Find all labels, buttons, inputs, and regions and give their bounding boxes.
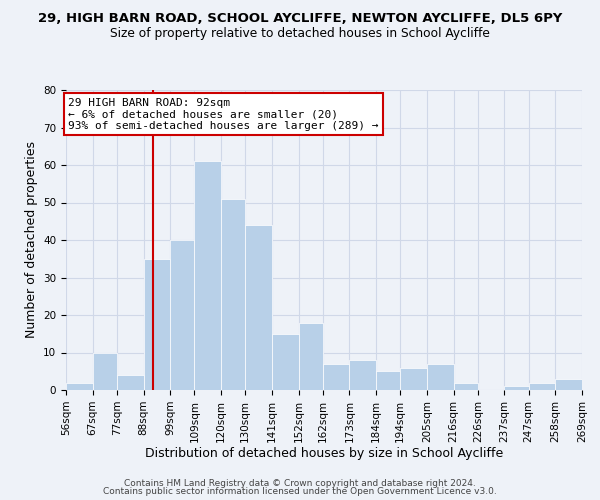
Bar [92, 352, 117, 390]
Y-axis label: Number of detached properties: Number of detached properties [25, 142, 38, 338]
Bar [505, 386, 529, 390]
Text: 29, HIGH BARN ROAD, SCHOOL AYCLIFFE, NEWTON AYCLIFFE, DL5 6PY: 29, HIGH BARN ROAD, SCHOOL AYCLIFFE, NEW… [38, 12, 562, 26]
Bar [323, 364, 349, 390]
Bar [376, 371, 400, 390]
Bar [427, 364, 454, 390]
Bar [117, 375, 143, 390]
Bar [529, 382, 556, 390]
Bar [400, 368, 427, 390]
Bar [245, 225, 272, 390]
X-axis label: Distribution of detached houses by size in School Aycliffe: Distribution of detached houses by size … [145, 448, 503, 460]
Text: Contains public sector information licensed under the Open Government Licence v3: Contains public sector information licen… [103, 487, 497, 496]
Bar [170, 240, 194, 390]
Bar [66, 382, 92, 390]
Text: 29 HIGH BARN ROAD: 92sqm
← 6% of detached houses are smaller (20)
93% of semi-de: 29 HIGH BARN ROAD: 92sqm ← 6% of detache… [68, 98, 379, 130]
Bar [556, 379, 582, 390]
Text: Size of property relative to detached houses in School Aycliffe: Size of property relative to detached ho… [110, 28, 490, 40]
Bar [272, 334, 299, 390]
Bar [299, 322, 323, 390]
Bar [143, 259, 170, 390]
Bar [194, 161, 221, 390]
Bar [454, 382, 478, 390]
Bar [221, 198, 245, 390]
Text: Contains HM Land Registry data © Crown copyright and database right 2024.: Contains HM Land Registry data © Crown c… [124, 478, 476, 488]
Bar [349, 360, 376, 390]
